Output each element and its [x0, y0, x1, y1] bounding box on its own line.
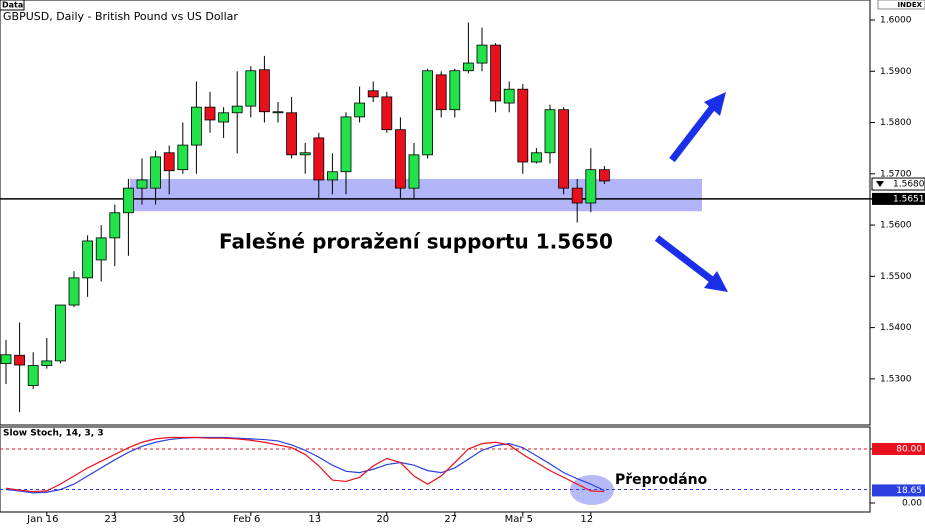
- support-label-box: [872, 192, 925, 205]
- stoch-line: [5, 436, 605, 493]
- candle-body: [123, 187, 134, 214]
- main-panel: [0, 0, 871, 426]
- candle-body: [462, 62, 474, 72]
- x-tick-label: Mar 5: [505, 514, 533, 525]
- last-price-box: [871, 177, 925, 191]
- y-tick-label: 80.00: [896, 445, 922, 455]
- last-price-marker: [876, 181, 884, 188]
- x-tick-label: 13: [308, 514, 321, 525]
- candle-body: [354, 102, 366, 118]
- candle-body: [190, 106, 202, 146]
- y-tick-label: 1.5600: [880, 221, 912, 231]
- stoch-panel: [0, 426, 871, 513]
- x-tick-label: 30: [172, 514, 185, 525]
- candle-body: [340, 116, 352, 173]
- candle-body: [231, 105, 243, 114]
- candle-body: [394, 129, 406, 189]
- y-tick-label: 1.5400: [880, 323, 912, 333]
- header-label: Data: [2, 1, 23, 10]
- candle-body: [558, 109, 569, 189]
- y-tick-label: 1.6000: [880, 15, 912, 25]
- candle-body: [326, 171, 338, 181]
- y-tick-label: 1.5900: [880, 67, 912, 77]
- x-tick-label: Feb 6: [233, 514, 260, 525]
- index-label: INDEX: [898, 1, 923, 9]
- x-tick-label: Jan 16: [26, 514, 58, 525]
- chart-title: GBPUSD, Daily - British Pound vs US Doll…: [3, 10, 238, 23]
- candle-body: [14, 354, 26, 366]
- candle-body: [286, 112, 298, 156]
- y-tick-label: 0.00: [902, 499, 922, 509]
- candle-body: [258, 69, 270, 113]
- y-tick-box: [872, 443, 925, 456]
- stoch-title: Slow Stoch, 14, 3, 3: [3, 429, 104, 439]
- candle-body: [204, 106, 216, 121]
- candle-body: [503, 88, 515, 104]
- candle-body: [381, 96, 393, 131]
- candle-body: [27, 365, 39, 386]
- candle-body: [272, 111, 284, 114]
- candle-body: [367, 90, 379, 98]
- candle-body: [517, 88, 529, 163]
- candle-body: [55, 304, 66, 362]
- stoch-annotation: Přeprodáno: [615, 472, 708, 488]
- candle-body: [476, 44, 488, 64]
- candle-body: [0, 354, 12, 364]
- index-box: [877, 0, 925, 10]
- value-label-box: [872, 484, 925, 497]
- oversold-highlight: [570, 475, 614, 505]
- support-label: 1.5651: [893, 194, 925, 204]
- candle-body: [136, 179, 148, 189]
- y-tick-label: 1.5800: [880, 118, 912, 128]
- last-price-label: 1.5680: [893, 180, 925, 190]
- x-tick-label: 23: [104, 514, 117, 525]
- candle-body: [299, 152, 311, 156]
- candle-body: [82, 240, 93, 279]
- x-tick-label: 20: [376, 514, 389, 525]
- candle-body: [163, 152, 175, 172]
- candle-body: [449, 70, 461, 111]
- y-tick-label: 1.5700: [880, 169, 912, 179]
- candle-body: [68, 277, 80, 306]
- candle-body: [571, 187, 583, 204]
- candle-body: [109, 212, 121, 239]
- candle-body: [177, 144, 189, 171]
- header-box: [0, 0, 25, 11]
- candle-body: [435, 74, 447, 111]
- value-label: 18.65: [896, 486, 922, 496]
- x-tick-label: 27: [444, 514, 457, 525]
- candle-body: [490, 44, 502, 102]
- candle-body: [95, 237, 107, 261]
- candle-body: [245, 70, 257, 107]
- candle-body: [218, 112, 230, 123]
- candle-body: [422, 70, 434, 156]
- candle-body: [313, 137, 325, 181]
- candle-body: [599, 169, 610, 182]
- candle-body: [41, 360, 53, 366]
- arrow-down: [654, 235, 728, 292]
- candle-body: [150, 156, 162, 189]
- x-tick-label: 12: [580, 514, 593, 525]
- candle-body: [585, 169, 597, 204]
- candle-body: [408, 154, 420, 189]
- arrow-up: [669, 92, 726, 163]
- y-tick-label: 1.5500: [880, 272, 912, 282]
- annotation: Falešné proražení supportu 1.5650: [219, 230, 613, 254]
- candle-body: [544, 109, 556, 154]
- y-tick-label: 1.5300: [880, 374, 912, 384]
- candle-body: [531, 152, 542, 163]
